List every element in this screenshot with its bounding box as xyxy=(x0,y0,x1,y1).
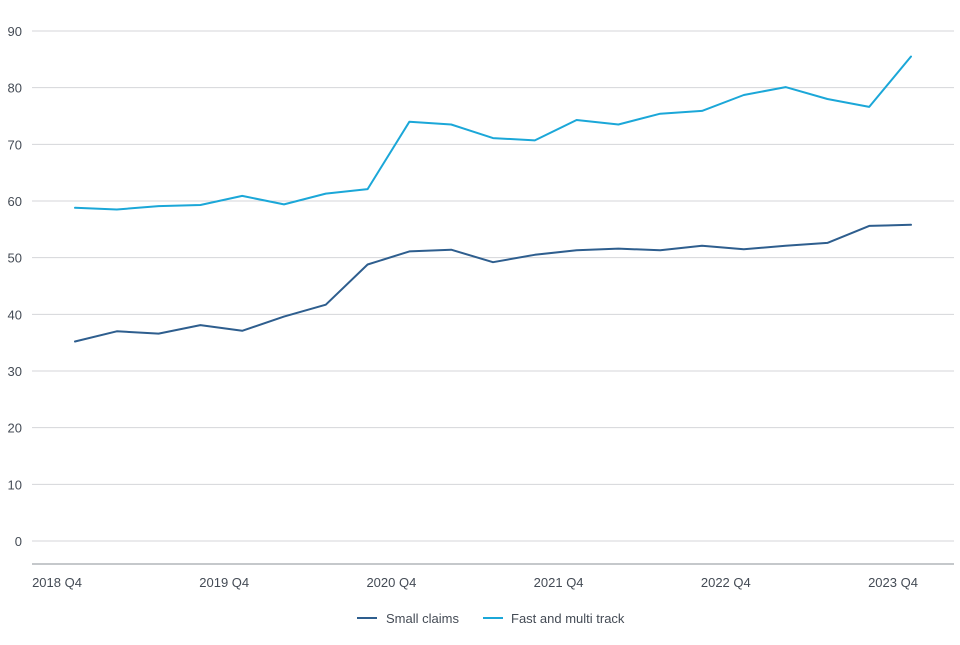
series-line-fast-and-multi-track xyxy=(74,55,912,211)
data-point xyxy=(365,262,370,267)
data-point xyxy=(114,207,119,212)
data-point xyxy=(825,240,830,245)
y-tick-label: 0 xyxy=(15,534,22,549)
data-point xyxy=(532,252,537,257)
x-tick-label: 2023 Q4 xyxy=(868,575,918,590)
y-tick-label: 20 xyxy=(8,421,22,436)
data-point xyxy=(240,193,245,198)
data-point xyxy=(198,202,203,207)
data-point xyxy=(240,328,245,333)
y-tick-label: 50 xyxy=(8,251,22,266)
y-tick-label: 10 xyxy=(8,477,22,492)
y-tick-label: 60 xyxy=(8,194,22,209)
data-point xyxy=(574,117,579,122)
data-point xyxy=(700,108,705,113)
gridlines xyxy=(32,30,954,542)
data-point xyxy=(282,314,287,319)
data-point xyxy=(156,331,161,336)
series-line-small-claims xyxy=(74,223,912,343)
data-point xyxy=(909,222,914,227)
x-tick-label: 2022 Q4 xyxy=(701,575,751,590)
data-point xyxy=(198,323,203,328)
data-point xyxy=(909,54,914,59)
data-point xyxy=(491,136,496,141)
y-tick-label: 30 xyxy=(8,364,22,379)
x-axis: 2018 Q4 2019 Q4 2020 Q4 2021 Q4 2022 Q4 2023 … xyxy=(32,563,954,590)
y-tick-label: 90 xyxy=(8,24,22,39)
y-axis-ticks: 0 10 20 30 40 50 60 70 80 90 xyxy=(8,24,22,549)
x-tick-label: 2020 Q4 xyxy=(366,575,416,590)
data-point xyxy=(825,97,830,102)
data-point xyxy=(323,191,328,196)
data-point xyxy=(616,246,621,251)
data-point xyxy=(449,247,454,252)
data-point xyxy=(449,122,454,127)
data-point xyxy=(867,104,872,109)
data-point xyxy=(73,339,78,344)
legend-label: Fast and multi track xyxy=(511,611,625,626)
data-point xyxy=(282,202,287,207)
data-point xyxy=(700,243,705,248)
data-point xyxy=(783,243,788,248)
y-tick-label: 70 xyxy=(8,137,22,152)
x-tick-label: 2018 Q4 xyxy=(32,575,82,590)
series-lines xyxy=(73,54,914,344)
data-point xyxy=(156,204,161,209)
data-point xyxy=(658,248,663,253)
x-tick-label: 2019 Q4 xyxy=(199,575,249,590)
legend: Small claims Fast and multi track xyxy=(357,611,625,626)
legend-label: Small claims xyxy=(386,611,459,626)
y-tick-label: 40 xyxy=(8,307,22,322)
data-point xyxy=(616,122,621,127)
data-point xyxy=(73,205,78,210)
data-point xyxy=(741,247,746,252)
data-point xyxy=(491,260,496,265)
x-tick-label: 2021 Q4 xyxy=(534,575,584,590)
data-point xyxy=(532,138,537,143)
data-point xyxy=(574,248,579,253)
data-point xyxy=(114,329,119,334)
data-point xyxy=(407,119,412,124)
data-point xyxy=(323,302,328,307)
data-point xyxy=(407,249,412,254)
data-point xyxy=(867,223,872,228)
y-tick-label: 80 xyxy=(8,81,22,96)
data-point xyxy=(741,93,746,98)
data-point xyxy=(365,187,370,192)
data-point xyxy=(658,111,663,116)
data-point xyxy=(783,85,788,90)
